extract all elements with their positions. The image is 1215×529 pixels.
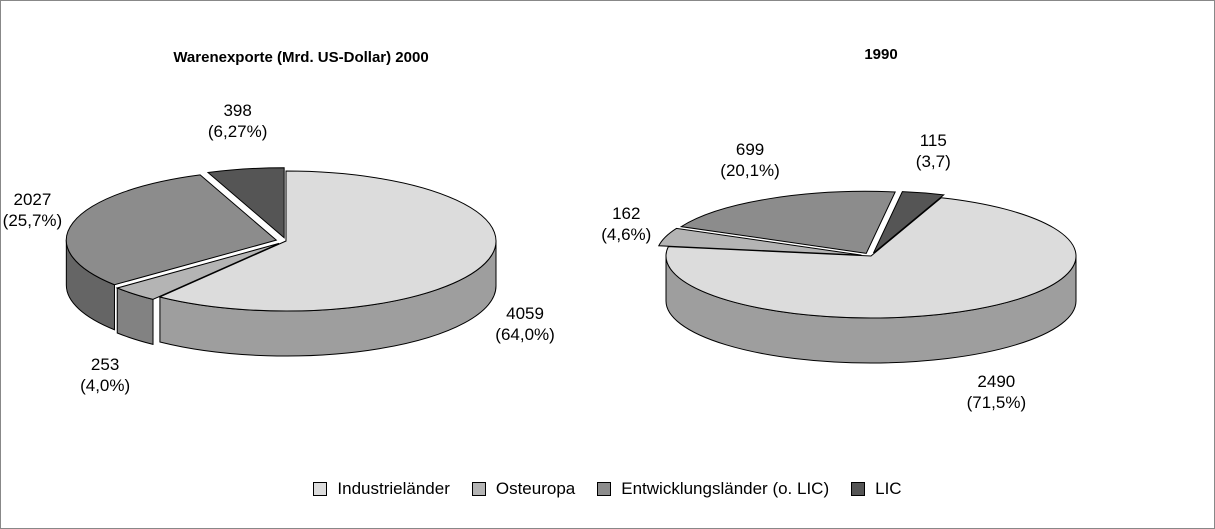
legend-swatch	[597, 482, 612, 496]
data-label: 253 (4,0%)	[80, 354, 131, 395]
data-label: 2027 (25,7%)	[2, 190, 63, 231]
legend-swatch	[851, 482, 866, 496]
slice	[158, 170, 497, 312]
data-label: 115 (3,7)	[915, 130, 951, 171]
legend-label: Osteuropa	[495, 479, 576, 498]
slice	[657, 227, 862, 256]
legend-label: LIC	[875, 479, 902, 498]
data-label: 2490 (71,5%)	[966, 371, 1027, 412]
data-label: 4059 (64,0%)	[495, 303, 555, 344]
slice	[65, 174, 278, 286]
slice	[665, 197, 1077, 319]
chart-title: 1990	[864, 46, 898, 63]
legend-swatch	[313, 482, 328, 496]
data-label: 699 (20,1%)	[720, 140, 780, 181]
legend-item: Osteuropa	[471, 479, 576, 499]
legend-label: Entwicklungsländer (o. LIC)	[621, 479, 830, 498]
legend-item: Industrieländer	[313, 479, 450, 499]
slice	[679, 190, 896, 254]
data-label: 162 (4,6%)	[601, 204, 652, 245]
legend: Industrieländer Osteuropa Entwicklungsländ…	[1, 479, 1214, 499]
data-label: 398 (6,27%)	[207, 100, 268, 141]
legend-label: Industrieländer	[337, 479, 450, 498]
legend-swatch	[471, 482, 486, 496]
slice	[115, 242, 280, 300]
slice	[206, 167, 285, 239]
chart-title: Warenexporte (Mrd. US-Dollar) 2000	[173, 49, 429, 66]
legend-item: LIC	[851, 479, 902, 499]
legend-item: Entwicklungsländer (o. LIC)	[597, 479, 829, 499]
slice	[872, 191, 945, 254]
